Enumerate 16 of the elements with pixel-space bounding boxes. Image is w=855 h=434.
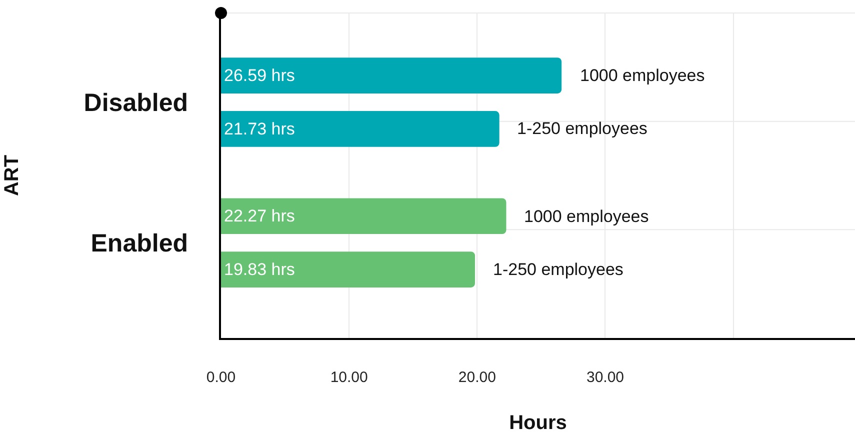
y-tick-label: Enabled: [90, 230, 188, 258]
x-tick-label: 10.00: [330, 369, 368, 386]
data-label: 21.73 hrs: [224, 119, 295, 138]
series-label: 1000 employees: [524, 207, 649, 226]
data-label: 19.83 hrs: [224, 260, 295, 280]
text: 1-250 employees: [493, 260, 624, 279]
x-tick-label: 30.00: [586, 369, 624, 386]
y-tick-label: Disabled: [84, 89, 188, 118]
text: 1000 employees: [580, 66, 705, 85]
x-tick-label: 20.00: [458, 369, 496, 386]
data-label: 26.59 hrs: [224, 66, 295, 86]
x-tick-label: 0.00: [206, 369, 236, 386]
x-axis-title: Hours: [509, 412, 567, 434]
series-label: 1-250 employees: [517, 119, 648, 138]
data-label: 22.27 hrs: [224, 206, 295, 226]
y-axis-title: ART: [0, 154, 23, 196]
